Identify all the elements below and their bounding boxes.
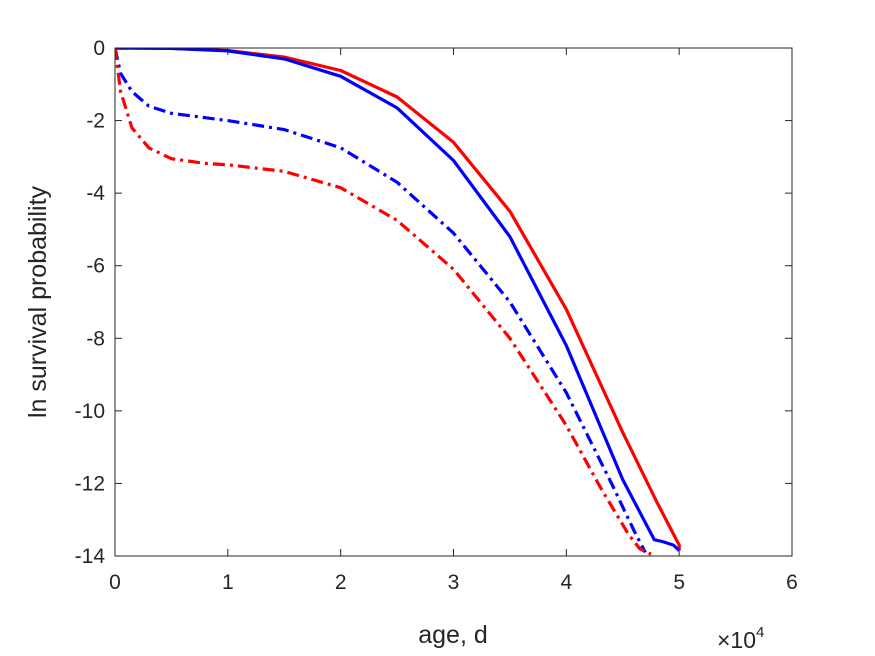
x-tick-label: 3 — [448, 571, 460, 594]
x-tick-label: 0 — [109, 571, 121, 594]
axes: 0 1 2 3 4 5 6 0 -2 -4 -6 -8 -10 -12 -14 — [75, 37, 798, 594]
x-axis-exponent: ×104 — [717, 624, 764, 653]
series-line-3 — [115, 48, 647, 554]
y-tick-label: -12 — [75, 472, 105, 495]
axes-frame — [114, 47, 793, 557]
x-tick-label: 6 — [786, 571, 798, 594]
x-tick-label: 1 — [222, 571, 234, 594]
y-tick-label: 0 — [93, 37, 105, 60]
series-line-4 — [115, 48, 652, 556]
series-line-2 — [115, 48, 681, 552]
y-tick-label: -4 — [86, 182, 105, 205]
y-axis-label: ln survival probability — [24, 185, 52, 418]
y-tick-label: -14 — [75, 545, 106, 568]
x-tick-label: 5 — [673, 571, 685, 594]
plot-area — [115, 48, 681, 556]
x-tick-label: 2 — [335, 571, 347, 594]
y-tick-label: -6 — [86, 255, 105, 278]
y-tick-label: -2 — [86, 110, 105, 133]
y-tick-label: -10 — [75, 400, 105, 423]
series-line-1 — [115, 48, 681, 551]
x-tick-label: 4 — [560, 571, 572, 594]
x-axis-label: age, d — [418, 621, 488, 649]
y-tick-label: -8 — [86, 327, 105, 350]
